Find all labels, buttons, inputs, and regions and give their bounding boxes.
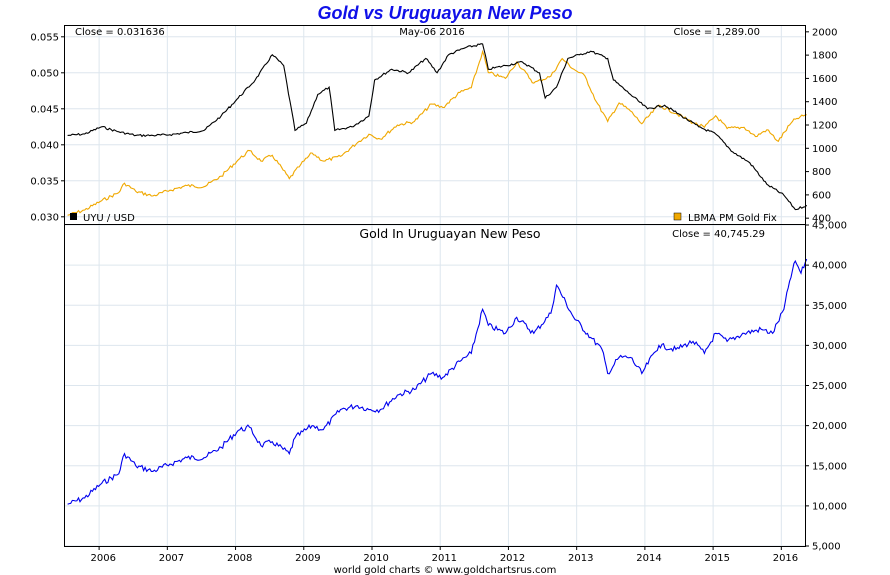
x-tick-label: 2015 xyxy=(704,553,729,564)
right-tick-label: 800 xyxy=(812,167,831,178)
x-tick-label: 2009 xyxy=(295,553,320,564)
chart-title: Gold vs Uruguayan New Peso xyxy=(317,3,572,23)
legend-uyu-usd-label: UYU / USD xyxy=(83,213,135,224)
top-panel-series xyxy=(67,43,808,216)
series-line-uyu-usd xyxy=(67,43,808,211)
top-panel-frame xyxy=(64,25,806,225)
bottom-right-axis: 45,000 40,000 35,000 30,000 25,000 20,000 15,0… xyxy=(805,221,847,553)
left-tick-label: 0.040 xyxy=(30,140,59,151)
right-tick-label: 1400 xyxy=(812,97,837,108)
left-tick-label: 0.045 xyxy=(30,104,59,115)
x-tick-label: 2006 xyxy=(90,553,115,564)
right-tick-label: 1600 xyxy=(812,74,837,85)
right-tick-label: 15,000 xyxy=(812,461,847,472)
top-panel-grid xyxy=(65,26,805,224)
right-tick-label: 40,000 xyxy=(812,261,847,272)
footer-credit: world gold charts © www.goldchartsrus.co… xyxy=(334,565,557,575)
right-tick-label: 45,000 xyxy=(812,221,847,232)
left-tick-label: 0.030 xyxy=(30,212,59,223)
right-tick-label: 35,000 xyxy=(812,301,847,312)
gold-usd-close-label: Close = 1,289.00 xyxy=(673,27,760,38)
x-tick-label: 2012 xyxy=(500,553,525,564)
right-tick-label: 30,000 xyxy=(812,341,847,352)
right-tick-label: 25,000 xyxy=(812,381,847,392)
bottom-panel-series xyxy=(67,258,808,505)
left-tick-label: 0.035 xyxy=(30,176,59,187)
x-tick-label: 2008 xyxy=(227,553,252,564)
right-tick-label: 600 xyxy=(812,190,831,201)
legend-uyu-usd: UYU / USD xyxy=(70,213,135,224)
right-tick-label: 1800 xyxy=(812,51,837,62)
x-tick-label: 2010 xyxy=(363,553,388,564)
bottom-panel-title: Gold In Uruguayan New Peso xyxy=(359,226,540,241)
bottom-panel-grid xyxy=(65,224,805,547)
right-tick-label: 5,000 xyxy=(812,542,841,553)
legend-gold-usd-swatch xyxy=(673,212,682,221)
legend-gold-usd-label: LBMA PM Gold Fix xyxy=(688,213,777,224)
right-tick-label: 2000 xyxy=(812,27,837,38)
right-tick-label: 400 xyxy=(812,214,831,225)
right-tick-label: 1000 xyxy=(812,144,837,155)
right-tick-label: 10,000 xyxy=(812,501,847,512)
right-tick-label: 1200 xyxy=(812,121,837,132)
series-line-gold-uyu xyxy=(67,258,808,505)
x-tick-label: 2013 xyxy=(568,553,593,564)
legend-gold-usd: LBMA PM Gold Fix xyxy=(673,212,777,224)
x-tick-label: 2007 xyxy=(159,553,184,564)
gold-uyu-close-label: Close = 40,745.29 xyxy=(672,229,765,240)
left-tick-label: 0.055 xyxy=(30,32,59,43)
x-tick-label: 2011 xyxy=(432,553,457,564)
left-tick-label: 0.050 xyxy=(30,68,59,79)
x-tick-label: 2014 xyxy=(636,553,661,564)
bottom-panel: 45,000 40,000 35,000 30,000 25,000 20,000 15,0… xyxy=(64,221,847,553)
top-panel: 0.055 0.050 0.045 0.040 0.035 0.030 2000 1800 1… xyxy=(30,25,837,225)
x-axis: 2006 2007 2008 2009 2010 2011 2012 2013 2014 2015… xyxy=(90,546,798,564)
x-tick-label: 2016 xyxy=(773,553,798,564)
top-date-label: May-06 2016 xyxy=(399,27,464,38)
uyu-close-label: Close = 0.031636 xyxy=(75,27,165,38)
right-tick-label: 20,000 xyxy=(812,421,847,432)
top-left-axis: 0.055 0.050 0.045 0.040 0.035 0.030 xyxy=(30,32,65,223)
top-right-axis: 2000 1800 1600 1400 1200 1000 800 600 400 xyxy=(805,27,837,225)
legend-uyu-usd-swatch xyxy=(70,213,77,220)
